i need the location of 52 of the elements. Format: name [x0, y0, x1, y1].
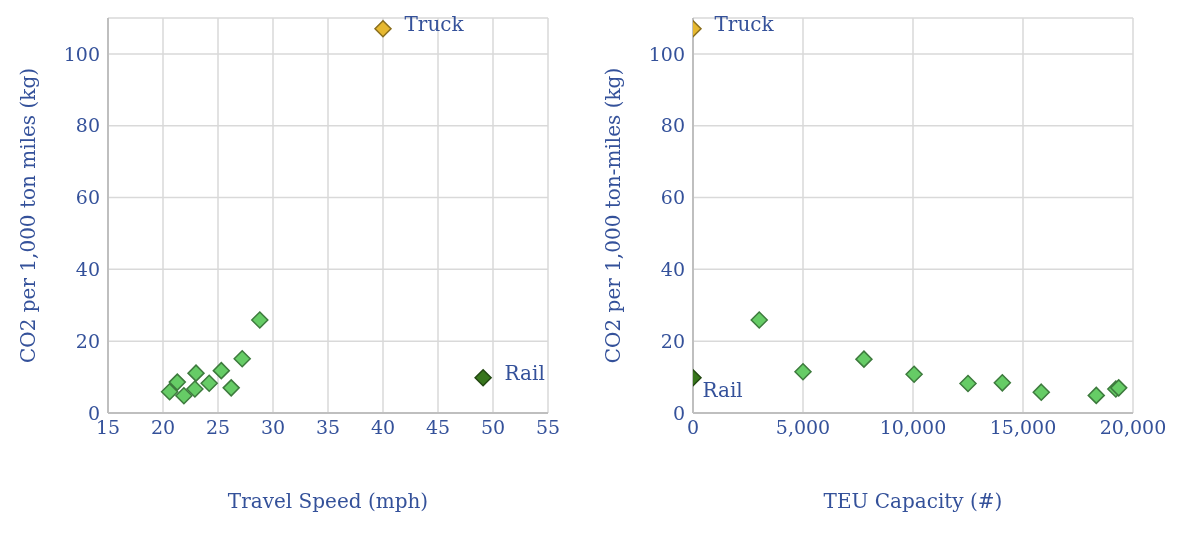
- y-tick-label: 60: [75, 186, 100, 209]
- series-label: Truck: [714, 12, 775, 37]
- y-tick-label: 20: [660, 329, 685, 352]
- point: [212, 361, 231, 380]
- y-tick-label: 20: [75, 329, 100, 352]
- x-tick-label: 25: [205, 416, 231, 439]
- point: [200, 374, 218, 392]
- point: [160, 383, 179, 401]
- point: [750, 311, 768, 329]
- x-tick-label: 35: [315, 416, 341, 439]
- point: [993, 374, 1012, 392]
- y-tick-label: 80: [75, 114, 100, 137]
- series-label: Rail: [504, 361, 545, 386]
- point: [222, 379, 240, 397]
- x-axis-title: Travel Speed (mph): [227, 489, 429, 513]
- point: [168, 373, 187, 391]
- series-label: Truck: [404, 12, 465, 37]
- point: [1032, 383, 1051, 401]
- point: [175, 387, 193, 405]
- x-tick-label: 5,000: [775, 416, 831, 439]
- point: [1087, 386, 1106, 405]
- x-tick-label: 15,000: [989, 416, 1057, 439]
- point: [251, 311, 269, 329]
- y-tick-label: 40: [75, 258, 100, 281]
- y-tick-label: 100: [648, 42, 685, 65]
- x-tick-label: 0: [686, 416, 700, 439]
- point: [187, 364, 205, 382]
- x-tick-label: 50: [480, 416, 506, 439]
- x-tick-label: 55: [535, 416, 561, 439]
- y-tick-label: 100: [63, 42, 100, 65]
- y-tick-label: 60: [660, 186, 685, 209]
- point: [959, 374, 977, 393]
- x-tick-label: 20,000: [1099, 416, 1167, 439]
- point: [905, 365, 923, 383]
- y-tick-label: 0: [672, 401, 685, 424]
- point: [374, 20, 392, 38]
- point: [474, 369, 492, 387]
- point: [233, 350, 251, 368]
- y-tick-label: 40: [660, 258, 685, 281]
- y-axis-title: CO2 per 1,000 ton miles (kg): [16, 67, 41, 364]
- x-axis-title: TEU Capacity (#): [823, 489, 1003, 513]
- point: [186, 380, 204, 398]
- point: [794, 362, 812, 381]
- x-tick-label: 10,000: [879, 416, 947, 439]
- series-label: Rail: [702, 378, 743, 403]
- x-tick-label: 30: [260, 416, 286, 439]
- x-tick-label: 40: [370, 416, 396, 439]
- point: [855, 350, 873, 368]
- x-tick-label: 45: [425, 416, 451, 439]
- y-axis-title: CO2 per 1,000 ton-miles (kg): [601, 67, 626, 364]
- x-tick-label: 20: [150, 416, 176, 439]
- y-tick-label: 80: [660, 114, 685, 137]
